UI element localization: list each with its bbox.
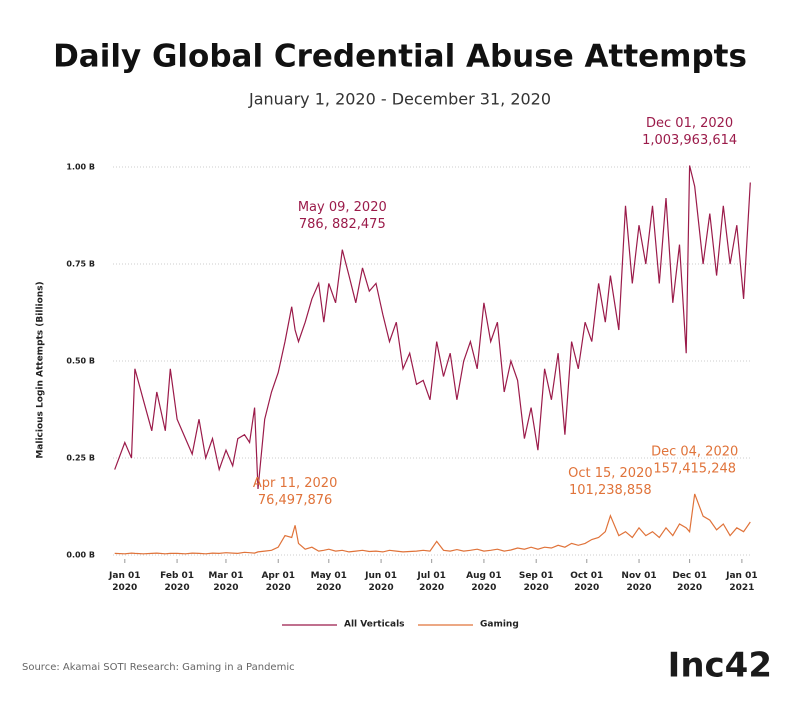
y-tick-label: 0.00 B bbox=[66, 551, 95, 560]
x-tick-label: Jan 01 2021 bbox=[725, 571, 758, 593]
annotation-value: 786, 882,475 bbox=[299, 217, 386, 232]
annotation-date: Apr 11, 2020 bbox=[253, 476, 338, 491]
annotation-date: Dec 04, 2020 bbox=[651, 444, 738, 459]
x-tick-label: Oct 01 2020 bbox=[570, 571, 603, 593]
logo: Inc42 bbox=[668, 646, 772, 686]
x-tick-label: Jan 01 2020 bbox=[108, 571, 141, 593]
annotation-value: 157,415,248 bbox=[653, 461, 736, 476]
chart-subtitle: January 1, 2020 - December 31, 2020 bbox=[248, 90, 551, 109]
x-tick-label: Mar 01 2020 bbox=[208, 571, 243, 593]
x-tick-label: Jul 01 2020 bbox=[416, 571, 446, 593]
x-tick-label: Aug 01 2020 bbox=[466, 571, 501, 593]
x-tick-label: Apr 01 2020 bbox=[261, 571, 295, 593]
chart-title: Daily Global Credential Abuse Attempts bbox=[53, 39, 747, 75]
legend-item: All Verticals bbox=[282, 620, 405, 630]
x-tick-label: Nov 01 2020 bbox=[621, 571, 656, 593]
annotation-date: May 09, 2020 bbox=[298, 200, 387, 215]
annotation-value: 76,497,876 bbox=[258, 493, 332, 508]
legend-label: Gaming bbox=[480, 620, 519, 630]
annotation-value: 1,003,963,614 bbox=[642, 133, 737, 148]
y-axis-title: Malicious Login Attempts (Billions) bbox=[36, 281, 46, 458]
x-tick-label: Feb 01 2020 bbox=[160, 571, 194, 593]
source: Source: Akamai SOTI Research: Gaming in … bbox=[22, 662, 295, 673]
annotation-date: Oct 15, 2020 bbox=[568, 466, 653, 481]
legend-item: Gaming bbox=[418, 620, 519, 630]
y-tick-label: 0.25 B bbox=[66, 454, 95, 463]
series-line bbox=[114, 165, 751, 490]
y-tick-label: 0.50 B bbox=[66, 357, 95, 366]
x-tick-label: Jun 01 2020 bbox=[364, 571, 397, 593]
y-tick-label: 0.75 B bbox=[66, 260, 95, 269]
y-tick-label: 1.00 B bbox=[66, 163, 95, 172]
annotation-value: 101,238,858 bbox=[569, 483, 652, 498]
series-line bbox=[114, 493, 751, 555]
legend-label: All Verticals bbox=[344, 620, 405, 630]
x-tick-label: Sep 01 2020 bbox=[519, 571, 554, 593]
x-tick-label: Dec 01 2020 bbox=[672, 571, 707, 593]
annotation-date: Dec 01, 2020 bbox=[646, 116, 733, 131]
x-tick-label: May 01 2020 bbox=[311, 571, 347, 593]
